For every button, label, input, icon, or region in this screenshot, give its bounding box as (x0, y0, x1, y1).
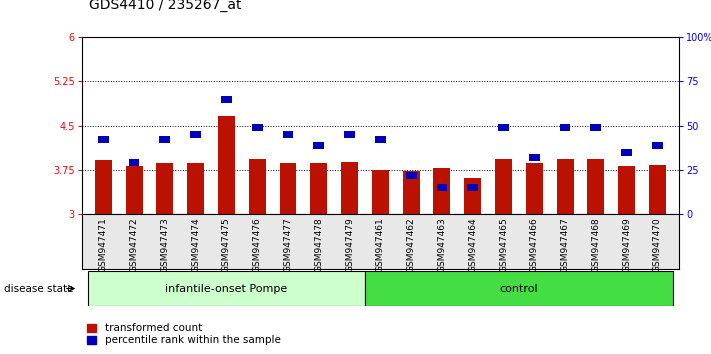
Bar (406, 172, 417, 179)
Bar (498, 124, 509, 131)
Text: GSM947466: GSM947466 (530, 217, 539, 272)
Bar (526, 163, 542, 214)
Text: GSM947471: GSM947471 (99, 217, 108, 272)
Bar (88, 271, 365, 306)
Text: GSM947462: GSM947462 (407, 217, 416, 272)
Bar (126, 166, 143, 214)
Text: GSM947477: GSM947477 (284, 217, 292, 272)
Bar (375, 136, 386, 143)
Bar (187, 163, 204, 214)
Bar (249, 159, 266, 214)
Text: GSM947465: GSM947465 (499, 217, 508, 272)
Bar (557, 159, 574, 214)
Bar (191, 131, 201, 138)
Text: GDS4410 / 235267_at: GDS4410 / 235267_at (89, 0, 241, 12)
Bar (495, 159, 512, 214)
Bar (283, 131, 294, 138)
Bar (218, 116, 235, 214)
Bar (252, 124, 262, 131)
Legend: transformed count, percentile rank within the sample: transformed count, percentile rank withi… (87, 323, 281, 345)
Bar (587, 159, 604, 214)
Text: GSM947476: GSM947476 (252, 217, 262, 272)
Bar (437, 184, 447, 191)
Text: GSM947461: GSM947461 (376, 217, 385, 272)
Bar (618, 166, 635, 214)
Bar (591, 124, 602, 131)
Text: GSM947473: GSM947473 (161, 217, 169, 272)
Bar (159, 136, 170, 143)
Bar (156, 163, 173, 214)
Bar (529, 154, 540, 161)
Bar (434, 168, 451, 214)
Bar (95, 160, 112, 214)
Text: infantile-onset Pompe: infantile-onset Pompe (166, 284, 287, 293)
Bar (402, 171, 419, 214)
Text: GSM947470: GSM947470 (653, 217, 662, 272)
Bar (279, 163, 296, 214)
Bar (344, 131, 355, 138)
Bar (129, 159, 139, 166)
Bar (98, 136, 109, 143)
Bar (467, 184, 478, 191)
Text: GSM947472: GSM947472 (129, 217, 139, 272)
Text: control: control (500, 284, 538, 293)
Text: disease state: disease state (4, 284, 73, 293)
Text: GSM947475: GSM947475 (222, 217, 231, 272)
Text: GSM947467: GSM947467 (560, 217, 570, 272)
Bar (365, 271, 673, 306)
Bar (314, 142, 324, 149)
Text: GSM947469: GSM947469 (622, 217, 631, 272)
Bar (221, 96, 232, 103)
Bar (652, 142, 663, 149)
Bar (464, 178, 481, 214)
Text: GSM947474: GSM947474 (191, 217, 201, 272)
Text: GSM947464: GSM947464 (469, 217, 477, 272)
Text: GSM947478: GSM947478 (314, 217, 324, 272)
Text: GSM947479: GSM947479 (345, 217, 354, 272)
Bar (560, 124, 570, 131)
Bar (621, 149, 632, 156)
Bar (310, 163, 327, 214)
Text: GSM947463: GSM947463 (437, 217, 447, 272)
Bar (649, 165, 666, 214)
Text: GSM947468: GSM947468 (592, 217, 600, 272)
Bar (372, 170, 389, 214)
Bar (341, 162, 358, 214)
